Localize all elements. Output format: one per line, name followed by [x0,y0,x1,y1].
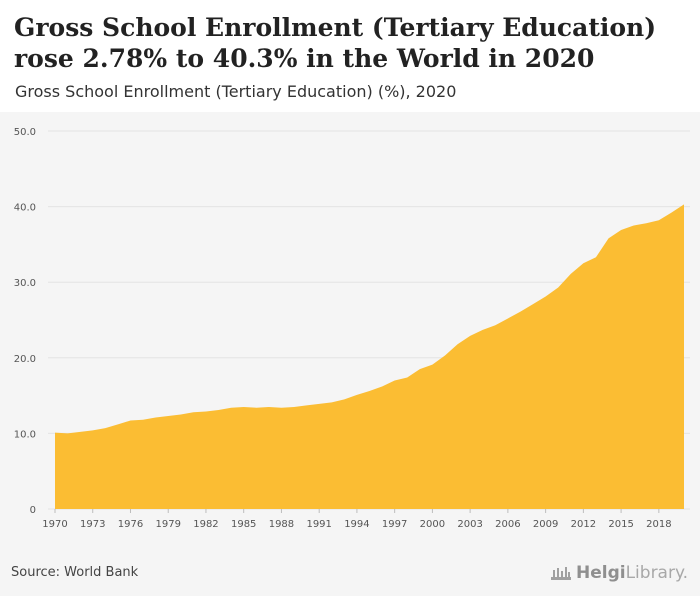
x-tick-label: 2015 [608,519,633,530]
x-tick-label: 1994 [344,519,369,530]
x-tick-label: 1985 [231,519,256,530]
chart-subtitle: Gross School Enrollment (Tertiary Educat… [15,82,457,101]
x-tick-label: 2003 [457,519,482,530]
x-tick-label: 2012 [571,519,596,530]
area-chart: 0 10.0 20.0 30.0 40.0 50.0 1970 1973 1976 1979 198… [14,127,690,530]
source-note: Source: World Bank [11,565,139,580]
x-tick-label: 1988 [269,519,294,530]
brand-name-bold: Helgi [575,563,626,583]
chart-title: Gross School Enrollment (Tertiary Educat… [14,13,657,73]
x-tick-label: 1970 [42,519,67,530]
x-tick-label: 1982 [193,519,218,530]
y-tick-label: 20.0 [14,354,36,365]
x-tick-label: 2000 [420,519,445,530]
x-tick-label: 1997 [382,519,407,530]
y-tick-label: 10.0 [14,429,36,440]
brand-logo[interactable]: HelgiLibrary. [550,563,688,583]
library-building-icon [550,567,571,580]
x-tick-label: 1976 [118,519,143,530]
brand-name-light: Library. [625,563,688,583]
header: Gross School Enrollment (Tertiary Educat… [0,0,700,112]
y-tick-label: 40.0 [14,203,36,214]
chart-area: 0 10.0 20.0 30.0 40.0 50.0 1970 1973 1976 1979 198… [0,112,700,596]
y-tick-label: 0 [30,505,36,516]
y-tick-label: 50.0 [14,127,36,138]
x-tick-label: 1979 [155,519,180,530]
y-tick-label: 30.0 [14,278,36,289]
x-tick-label: 2006 [495,519,520,530]
x-tick-label: 2018 [646,519,671,530]
x-tick-label: 2009 [533,519,558,530]
x-tick-label: 1991 [306,519,331,530]
area-series [55,204,684,509]
x-tick-label: 1973 [80,519,105,530]
